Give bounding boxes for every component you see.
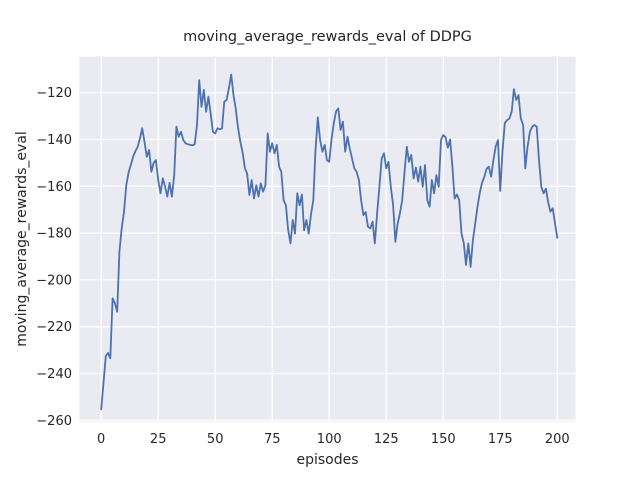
y-tick-label: −180 — [36, 227, 72, 242]
x-tick-label: 125 — [374, 432, 399, 447]
y-tick-label: −140 — [36, 133, 72, 148]
x-axis-label: episodes — [296, 452, 359, 468]
x-tick-label: 25 — [150, 432, 167, 447]
x-tick-label: 50 — [207, 432, 224, 447]
x-tick-label: 75 — [264, 432, 281, 447]
chart-title: moving_average_rewards_eval of DDPG — [183, 29, 472, 45]
y-axis-label: moving_average_rewards_eval — [14, 131, 30, 347]
y-tick-label: −160 — [36, 180, 72, 195]
data-line — [100, 73, 559, 411]
x-tick-label: 150 — [431, 432, 456, 447]
x-tick-label: 100 — [317, 432, 342, 447]
x-tick-label: 0 — [97, 432, 105, 447]
y-tick-label: −220 — [36, 320, 72, 335]
plot-area — [79, 56, 576, 422]
x-tick-label: 200 — [545, 432, 570, 447]
y-tick-label: −200 — [36, 273, 72, 288]
y-tick-label: −120 — [36, 86, 72, 101]
x-tick-label: 175 — [488, 432, 513, 447]
y-tick-label: −260 — [36, 414, 72, 429]
y-tick-label: −240 — [36, 367, 72, 382]
